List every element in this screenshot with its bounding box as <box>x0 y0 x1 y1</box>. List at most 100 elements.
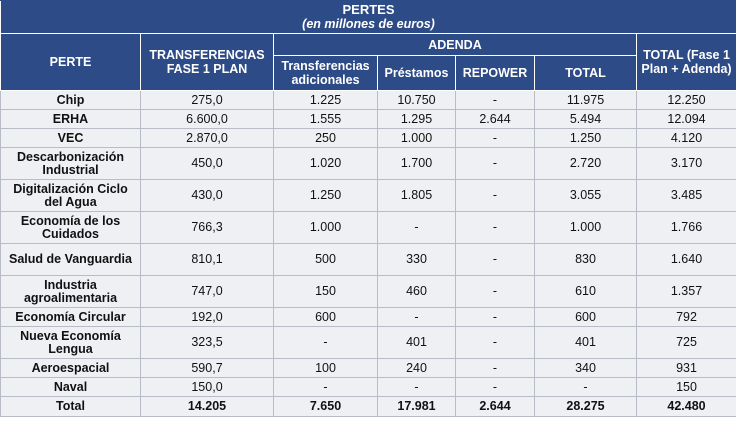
row-total: 600 <box>534 307 637 327</box>
header-transferencias-adicionales: Transferencias adicionales <box>273 55 378 91</box>
table-row: Descarbonización Industrial 450,0 1.020 1.7… <box>0 147 736 180</box>
row-total: 1.250 <box>534 128 637 148</box>
row-total: 830 <box>534 243 637 276</box>
row-transferencias: 150 <box>273 275 378 308</box>
row-total: 2.720 <box>534 147 637 180</box>
row-grand-total: 12.250 <box>636 90 736 110</box>
row-fase1: 323,5 <box>140 326 274 359</box>
table-row: Salud de Vanguardia 810,1 500 330-830 1.640 <box>0 243 736 276</box>
row-prestamos: 1.000 <box>377 128 456 148</box>
row-grand-total: 150 <box>636 377 736 397</box>
row-repower: - <box>455 307 535 327</box>
row-grand-total: 3.485 <box>636 179 736 212</box>
row-transferencias: 1.000 <box>273 211 378 244</box>
row-fase1: 590,7 <box>140 358 274 378</box>
row-transferencias: 1.250 <box>273 179 378 212</box>
row-name: ERHA <box>0 109 141 129</box>
table-subtitle: (en millones de euros) <box>302 17 435 31</box>
row-prestamos: - <box>377 307 456 327</box>
row-total: 11.975 <box>534 90 637 110</box>
row-name: Chip <box>0 90 141 110</box>
table-row: Digitalización Ciclo del Agua 430,0 1.250 1… <box>0 179 736 212</box>
row-name: Salud de Vanguardia <box>0 243 141 276</box>
row-transferencias: 600 <box>273 307 378 327</box>
header-perte: PERTE <box>0 33 141 91</box>
table-row: Chip 275,0 1.225 10.750-11.975 12.250 <box>0 90 736 110</box>
table-title: PERTES <box>342 2 395 17</box>
row-total: 401 <box>534 326 637 359</box>
table-row: Industria agroalimentaria 747,0 150 460-610… <box>0 275 736 308</box>
row-prestamos: 460 <box>377 275 456 308</box>
row-grand-total: 4.120 <box>636 128 736 148</box>
row-prestamos: 401 <box>377 326 456 359</box>
row-fase1: 192,0 <box>140 307 274 327</box>
row-transferencias: - <box>273 377 378 397</box>
row-transferencias: 1.225 <box>273 90 378 110</box>
row-name: Naval <box>0 377 141 397</box>
row-repower: - <box>455 147 535 180</box>
row-prestamos: 330 <box>377 243 456 276</box>
row-fase1: 2.870,0 <box>140 128 274 148</box>
row-total: 3.055 <box>534 179 637 212</box>
row-grand-total: 12.094 <box>636 109 736 129</box>
total-prestamos: 17.981 <box>377 396 456 417</box>
row-repower: - <box>455 211 535 244</box>
row-repower: - <box>455 377 535 397</box>
table-body: Chip 275,0 1.225 10.750-11.975 12.250 ERHA 6.6… <box>0 90 736 417</box>
row-total: 1.000 <box>534 211 637 244</box>
table-row: Economía Circular 192,0 600- -600 792 <box>0 307 736 327</box>
row-name: VEC <box>0 128 141 148</box>
header-total: TOTAL <box>534 55 637 91</box>
row-total: 5.494 <box>534 109 637 129</box>
table-row: Nueva Economía Lengua 323,5-401-401 725 <box>0 326 736 359</box>
row-grand-total: 1.357 <box>636 275 736 308</box>
row-fase1: 150,0 <box>140 377 274 397</box>
table-row: Naval 150,0- - - -150 <box>0 377 736 397</box>
row-transferencias: 1.020 <box>273 147 378 180</box>
row-total: - <box>534 377 637 397</box>
row-repower: 2.644 <box>455 109 535 129</box>
total-adenda: 28.275 <box>534 396 637 417</box>
table-row: Economía de los Cuidados 766,3 1.000- -1.00… <box>0 211 736 244</box>
row-repower: - <box>455 243 535 276</box>
table-row: Aeroespacial 590,7 100 240-340 931 <box>0 358 736 378</box>
row-fase1: 810,1 <box>140 243 274 276</box>
row-transferencias: 100 <box>273 358 378 378</box>
total-label: Total <box>0 396 141 417</box>
row-fase1: 766,3 <box>140 211 274 244</box>
row-total: 610 <box>534 275 637 308</box>
total-grand: 42.480 <box>636 396 736 417</box>
row-repower: - <box>455 179 535 212</box>
row-fase1: 275,0 <box>140 90 274 110</box>
header-prestamos: Préstamos <box>377 55 456 91</box>
header-adenda: ADENDA <box>273 33 637 56</box>
row-repower: - <box>455 358 535 378</box>
row-fase1: 430,0 <box>140 179 274 212</box>
total-transferencias: 7.650 <box>273 396 378 417</box>
row-name: Descarbonización Industrial <box>0 147 141 180</box>
table-row: ERHA 6.600,0 1.555 1.295 2.644 5.494 12.094 <box>0 109 736 129</box>
row-grand-total: 1.766 <box>636 211 736 244</box>
pertes-table: PERTES (en millones de euros) PERTE TRAN… <box>0 0 736 417</box>
header-repower: REPOWER <box>455 55 535 91</box>
row-fase1: 747,0 <box>140 275 274 308</box>
header-row-1: PERTE TRANSFERENCIAS FASE 1 PLAN ADENDA … <box>0 33 736 91</box>
row-grand-total: 1.640 <box>636 243 736 276</box>
row-prestamos: 1.700 <box>377 147 456 180</box>
total-row: Total 14.205 7.650 17.981 2.644 28.275 4… <box>0 396 736 417</box>
row-repower: - <box>455 90 535 110</box>
total-repower: 2.644 <box>455 396 535 417</box>
row-transferencias: 1.555 <box>273 109 378 129</box>
row-transferencias: - <box>273 326 378 359</box>
row-transferencias: 500 <box>273 243 378 276</box>
row-transferencias: 250 <box>273 128 378 148</box>
header-total-fase: TOTAL (Fase 1 Plan + Adenda) <box>636 33 736 91</box>
row-name: Industria agroalimentaria <box>0 275 141 308</box>
row-grand-total: 931 <box>636 358 736 378</box>
header-row-2: Transferencias adicionales Préstamos REP… <box>1 55 736 91</box>
row-prestamos: 240 <box>377 358 456 378</box>
total-fase1: 14.205 <box>140 396 274 417</box>
table-row: VEC 2.870,0 250 1.000-1.250 4.120 <box>0 128 736 148</box>
table-title-cell: PERTES (en millones de euros) <box>0 0 736 34</box>
row-repower: - <box>455 326 535 359</box>
